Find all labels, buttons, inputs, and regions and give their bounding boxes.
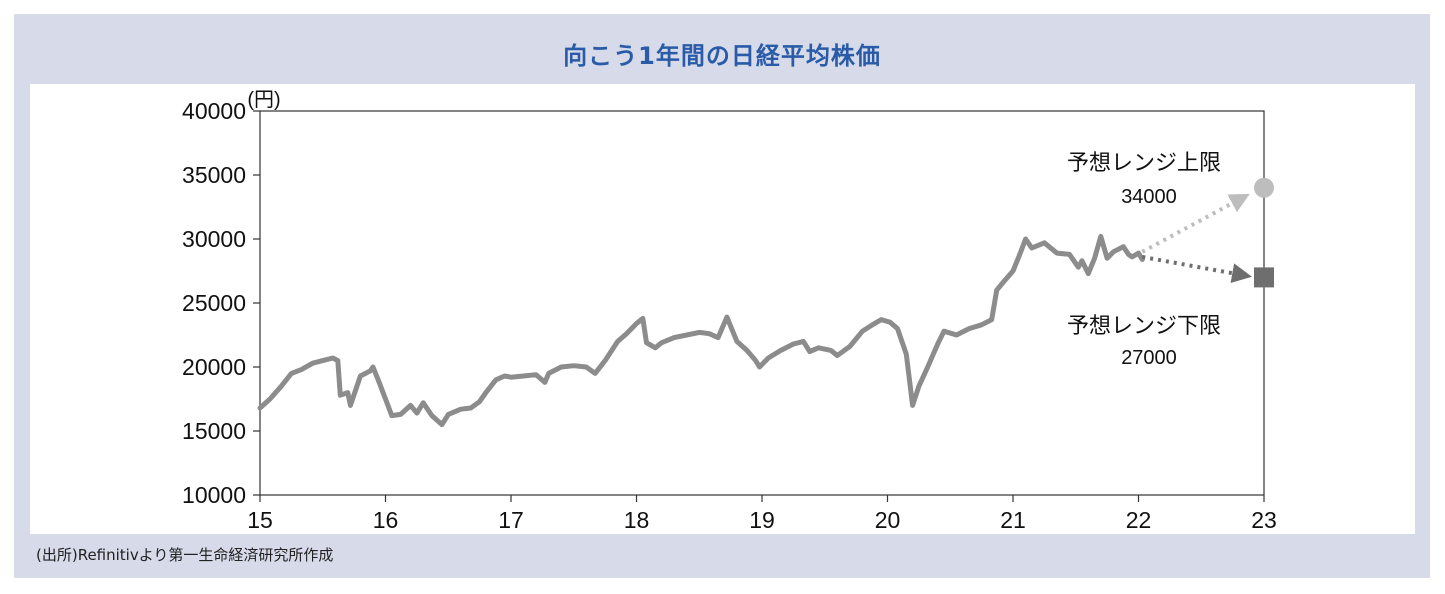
upper-forecast-label: 予想レンジ上限	[1067, 150, 1221, 175]
chart-title: 向こう1年間の日経平均株価	[563, 42, 881, 70]
x-tick-label: 22	[1126, 507, 1152, 533]
y-tick-label: 10000	[182, 482, 246, 508]
lower-forecast-arrow	[1141, 254, 1252, 284]
y-axis-unit: (円)	[247, 89, 280, 111]
chart-frame: 向こう1年間の日経平均株価 10000 15000 20000 25000 30000 3…	[14, 14, 1430, 578]
y-tick-label: 25000	[182, 290, 246, 316]
y-tick-label: 30000	[182, 226, 246, 252]
chart-panel: 10000 15000 20000 25000 30000 35000 40000 (円) 15…	[30, 84, 1415, 534]
x-tick-label: 18	[624, 507, 650, 533]
x-tick-label: 23	[1251, 507, 1277, 533]
x-tick-label: 21	[1000, 507, 1026, 533]
source-note: (出所)Refinitivより第一生命経済研究所作成	[36, 546, 334, 564]
x-tick-label: 15	[247, 507, 273, 533]
x-tick-label: 16	[373, 507, 399, 533]
y-tick-label: 35000	[182, 162, 246, 188]
y-tick-label: 40000	[182, 98, 246, 124]
x-tick-label: 17	[498, 507, 524, 533]
y-tick-label: 20000	[182, 354, 246, 380]
x-tick-label: 19	[749, 507, 775, 533]
lower-forecast-marker	[1254, 267, 1274, 288]
upper-forecast-value: 34000	[1121, 186, 1177, 208]
nikkei-series-line	[257, 233, 1145, 428]
lower-forecast-value: 27000	[1121, 347, 1177, 369]
lower-forecast-label: 予想レンジ下限	[1067, 313, 1221, 338]
nikkei-line-chart: 10000 15000 20000 25000 30000 35000 40000 (円) 15…	[182, 89, 1277, 533]
upper-forecast-marker	[1254, 177, 1274, 198]
y-tick-label: 15000	[182, 418, 246, 444]
x-tick-label: 20	[875, 507, 901, 533]
